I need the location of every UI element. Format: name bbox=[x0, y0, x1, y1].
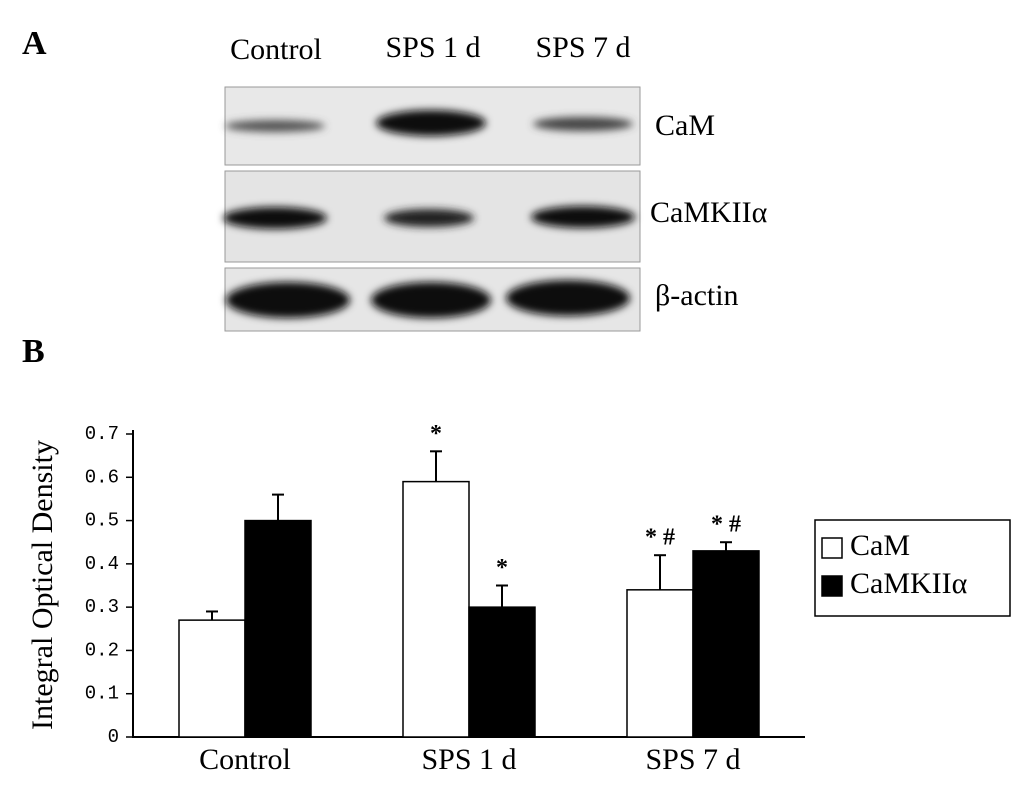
y-tick-label: 0.3 bbox=[85, 596, 119, 618]
y-tick-label: 0 bbox=[108, 726, 119, 748]
lane-label: Control bbox=[230, 33, 322, 66]
x-tick-label: Control bbox=[199, 743, 291, 776]
legend bbox=[814, 519, 1011, 617]
significance-label: * bbox=[496, 555, 508, 581]
bar bbox=[626, 589, 694, 738]
legend-swatch bbox=[821, 537, 843, 559]
lane-label: SPS 1 d bbox=[385, 31, 480, 64]
y-tick-label: 0.4 bbox=[85, 553, 119, 575]
y-tick-label: 0.2 bbox=[85, 639, 119, 661]
y-tick-label: 0.5 bbox=[85, 510, 119, 532]
bar bbox=[402, 480, 470, 738]
panel-label: A bbox=[22, 25, 47, 62]
bar bbox=[244, 519, 312, 738]
lane-label: SPS 7 d bbox=[535, 31, 630, 64]
y-axis-label: Integral Optical Density bbox=[26, 440, 59, 730]
bar bbox=[178, 619, 246, 738]
significance-label: * # bbox=[645, 525, 675, 551]
legend-label: CaM bbox=[850, 529, 910, 562]
x-tick-label: SPS 1 d bbox=[421, 743, 516, 776]
x-tick-label: SPS 7 d bbox=[645, 743, 740, 776]
significance-label: * # bbox=[711, 512, 741, 538]
bar bbox=[468, 606, 536, 738]
panel-label: B bbox=[22, 333, 45, 370]
blot bbox=[223, 86, 641, 332]
y-tick-label: 0.6 bbox=[85, 466, 119, 488]
band-label: CaMKIIα bbox=[650, 196, 768, 229]
y-tick-label: 0.1 bbox=[85, 683, 119, 705]
band-label: CaM bbox=[655, 109, 715, 142]
bar bbox=[692, 550, 760, 738]
significance-label: * bbox=[430, 421, 442, 447]
y-tick-label: 0.7 bbox=[85, 423, 119, 445]
legend-label: CaMKIIα bbox=[850, 567, 968, 600]
band-label: β-actin bbox=[655, 279, 739, 312]
legend-swatch bbox=[821, 575, 843, 597]
